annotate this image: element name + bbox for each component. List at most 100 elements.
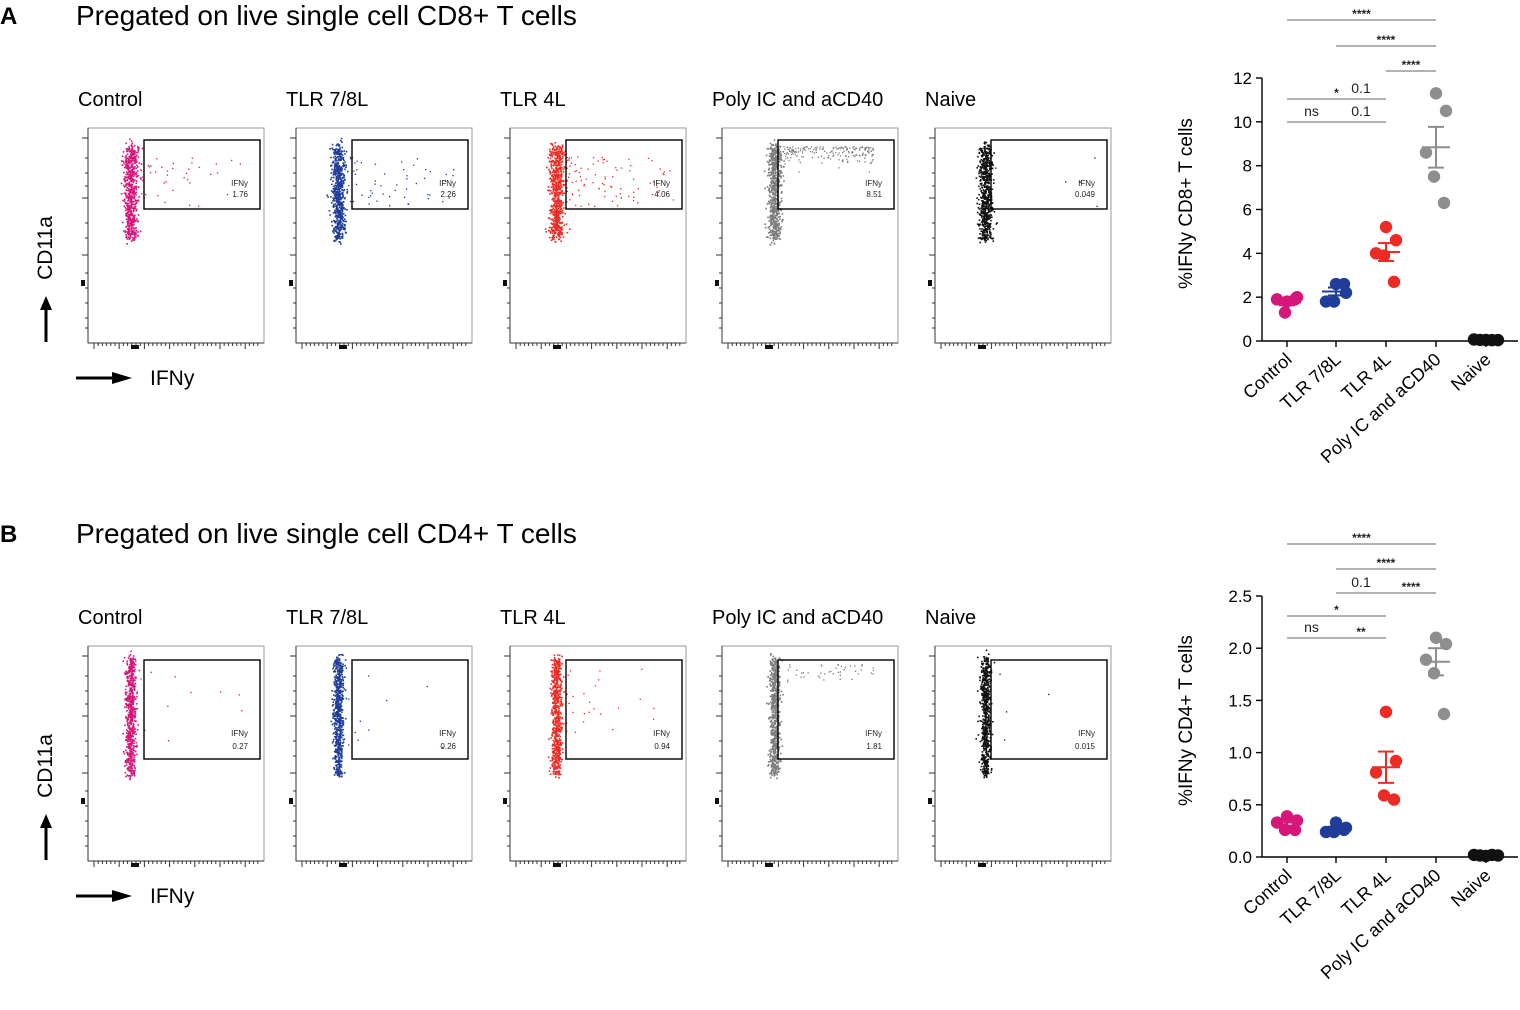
flow-event (131, 756, 133, 759)
flow-event (855, 154, 857, 156)
flow-y-zero-mark (928, 280, 932, 286)
flow-event (127, 218, 130, 220)
flow-event (987, 228, 989, 231)
flow-event (769, 211, 772, 213)
flow-event (651, 160, 653, 162)
flow-event (552, 226, 554, 228)
flow-event (335, 179, 337, 181)
flow-event (341, 168, 343, 170)
flow-event (132, 702, 134, 704)
flow-event (337, 150, 339, 153)
flow-event (126, 691, 128, 694)
flow-event (354, 162, 356, 164)
flow-event (332, 230, 334, 233)
flow-event (767, 148, 769, 150)
flow-event (333, 205, 336, 207)
flow-event (131, 701, 134, 703)
flow-event (341, 203, 344, 205)
flow-event (125, 685, 128, 687)
flow-event (361, 194, 363, 196)
flow-event (132, 210, 135, 213)
flow-event (123, 752, 126, 755)
flow-event (564, 167, 566, 169)
flow-event (560, 163, 563, 166)
flow-event (559, 233, 562, 235)
flow-event (982, 163, 984, 165)
flow-event (776, 213, 778, 216)
flow-event (339, 191, 341, 193)
flow-event (986, 147, 989, 150)
flow-event (125, 749, 127, 752)
flow-event (338, 150, 341, 152)
flow-event (988, 216, 990, 218)
flow-event (133, 731, 135, 734)
flow-event (557, 176, 560, 178)
flow-event (981, 208, 984, 210)
flow-event (981, 205, 983, 207)
flow-event (672, 199, 674, 201)
flow-event (125, 161, 127, 164)
flow-event (984, 179, 986, 182)
flow-event (131, 203, 133, 206)
flow-event (133, 159, 136, 162)
flow-event (549, 150, 551, 153)
flow-event (429, 171, 432, 173)
flow-event (557, 195, 560, 198)
flow-event (838, 167, 840, 169)
flow-event (553, 173, 556, 176)
flow-event (771, 200, 773, 202)
flow-event (792, 153, 794, 155)
flow-event (331, 224, 334, 227)
flow-event (780, 175, 782, 178)
flow-event (334, 211, 336, 213)
flow-event (343, 227, 346, 229)
flow-event (558, 167, 561, 169)
flow-event (981, 234, 984, 237)
flow-event (132, 166, 135, 169)
flow-event (131, 667, 133, 669)
flow-event (663, 174, 665, 176)
flow-event (133, 715, 135, 718)
flow-event (334, 203, 337, 205)
flow-x-zero-mark (131, 345, 139, 349)
flow-event (985, 160, 988, 162)
flow-event (123, 192, 126, 195)
flow-event (557, 210, 560, 212)
flow-event (846, 147, 848, 149)
flow-event (987, 154, 989, 157)
flow-event (549, 236, 551, 239)
flow-event (986, 230, 989, 233)
flow-event (341, 189, 343, 191)
flow-event (771, 181, 774, 183)
flow-event (766, 160, 769, 163)
flow-event (130, 159, 133, 162)
flow-event (975, 177, 978, 179)
flow-event (339, 174, 341, 177)
flow-y-zero-mark (289, 798, 293, 804)
flow-event (556, 207, 558, 209)
flow-event (985, 237, 987, 239)
flow-event (338, 175, 340, 177)
flow-event (985, 186, 987, 188)
flow-event (124, 698, 127, 700)
flow-event (333, 151, 335, 154)
flow-event (128, 156, 130, 158)
flow-event (983, 192, 986, 195)
flow-event (986, 212, 988, 214)
flow-event (548, 226, 551, 229)
flow-event (551, 171, 554, 174)
flow-event (557, 204, 560, 207)
flow-event (548, 160, 551, 163)
flow-event (130, 714, 132, 716)
flow-event (982, 189, 985, 191)
flow-event (128, 225, 131, 227)
flow-event (128, 695, 131, 698)
flow-event (555, 176, 557, 178)
flow-event (768, 167, 770, 170)
flow-event (983, 160, 986, 162)
flow-event (557, 207, 560, 210)
flow-event (131, 734, 134, 737)
flow-event (988, 193, 990, 196)
flow-event (983, 198, 985, 200)
flow-event (127, 737, 130, 739)
